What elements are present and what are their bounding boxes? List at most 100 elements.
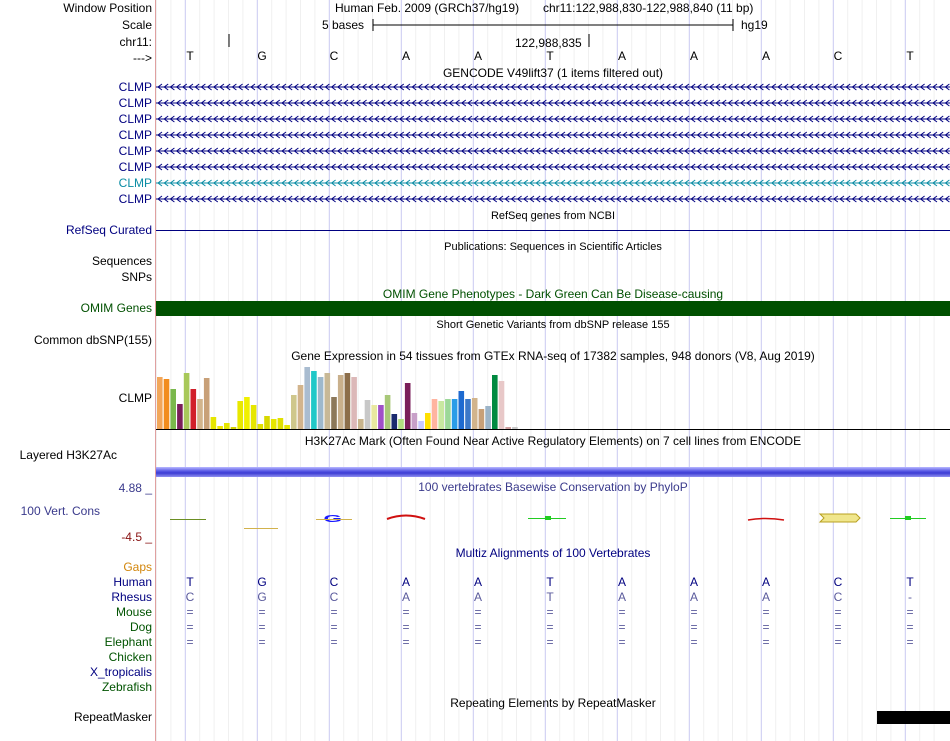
refseq-gene-line[interactable] — [156, 229, 950, 233]
gencode-transcript-line[interactable] — [156, 82, 950, 92]
strand-chevron — [436, 99, 442, 107]
strand-chevron — [405, 99, 411, 107]
refseq-curated-label[interactable]: RefSeq Curated — [65, 223, 152, 237]
common-dbsnp-label[interactable]: Common dbSNP(155) — [33, 333, 152, 347]
strand-chevron — [163, 147, 169, 155]
species-label[interactable]: Mouse — [115, 605, 152, 619]
cons-min-label: -4.5 _ — [121, 530, 152, 544]
strand-chevron — [219, 163, 225, 171]
gencode-transcript-line[interactable] — [156, 162, 950, 172]
strand-chevron — [715, 83, 721, 91]
strand-chevron — [206, 179, 212, 187]
strand-chevron — [721, 179, 727, 187]
species-label[interactable]: Rhesus — [111, 590, 152, 604]
strand-chevron — [417, 163, 423, 171]
strand-chevron — [498, 163, 504, 171]
strand-chevron — [448, 179, 454, 187]
gtex-title[interactable]: Gene Expression in 54 tissues from GTEx … — [291, 349, 815, 363]
repeatmasker-label[interactable]: RepeatMasker — [73, 710, 152, 724]
species-label[interactable]: Human — [113, 575, 152, 589]
gencode-transcript-label[interactable]: CLMP — [118, 128, 152, 142]
omim-gene-bar[interactable] — [156, 301, 950, 316]
species-label[interactable]: Chicken — [108, 650, 152, 664]
gtex-gene-label[interactable]: CLMP — [118, 391, 152, 405]
strand-chevron — [510, 131, 516, 139]
alignment-base: T — [546, 575, 554, 589]
gaps-label[interactable]: Gaps — [123, 560, 152, 574]
vert-cons-label[interactable]: 100 Vert. Cons — [20, 504, 100, 518]
strand-chevron — [801, 83, 808, 91]
conservation-plot[interactable]: G — [156, 498, 950, 538]
strand-chevron — [212, 179, 219, 187]
strand-chevron — [535, 147, 541, 155]
strand-chevron — [529, 131, 535, 139]
refseq-title[interactable]: RefSeq genes from NCBI — [490, 210, 616, 222]
strand-chevron — [318, 195, 324, 203]
species-label[interactable]: Elephant — [104, 635, 152, 649]
strand-chevron — [597, 83, 603, 91]
strand-chevron — [535, 179, 541, 187]
gencode-transcript-label[interactable]: CLMP — [118, 112, 152, 126]
strand-chevron — [715, 99, 721, 107]
gencode-transcript-line[interactable] — [156, 114, 950, 124]
strand-chevron — [876, 147, 882, 155]
gencode-transcript-label[interactable]: CLMP — [118, 192, 152, 206]
species-label[interactable]: Dog — [129, 620, 152, 634]
strand-chevron — [733, 83, 739, 91]
strand-chevron — [262, 147, 268, 155]
strand-arrow-label[interactable]: ---> — [133, 51, 152, 65]
strand-chevron — [312, 179, 318, 187]
strand-chevron — [863, 147, 870, 155]
strand-chevron — [504, 163, 510, 171]
gencode-transcript-label[interactable]: CLMP — [118, 96, 152, 110]
strand-chevron — [312, 131, 318, 139]
strand-chevron — [770, 147, 777, 155]
gencode-transcript-label[interactable]: CLMP — [118, 80, 152, 94]
strand-chevron — [572, 83, 578, 91]
gencode-transcript-line[interactable] — [156, 146, 950, 156]
gtex-expression-chart[interactable] — [156, 364, 950, 430]
multiz-title[interactable]: Multiz Alignments of 100 Vertebrates — [455, 546, 651, 560]
strand-chevron — [752, 163, 758, 171]
snps-label[interactable]: SNPs — [121, 270, 152, 284]
strand-chevron — [553, 115, 560, 123]
gencode-transcript-line[interactable] — [156, 194, 950, 204]
strand-chevron — [863, 163, 870, 171]
sequences-label[interactable]: Sequences — [91, 254, 152, 268]
layered-h3k27ac-label[interactable]: Layered H3K27Ac — [19, 448, 117, 462]
strand-chevron — [467, 147, 473, 155]
strand-chevron — [380, 179, 386, 187]
h3k27ac-title[interactable]: H3K27Ac Mark (Often Found Near Active Re… — [304, 434, 802, 448]
gencode-transcript-line[interactable] — [156, 178, 950, 188]
dbsnp-title[interactable]: Short Genetic Variants from dbSNP releas… — [436, 319, 670, 331]
gencode-transcript-line[interactable] — [156, 130, 950, 140]
conservation-title[interactable]: 100 vertebrates Basewise Conservation by… — [418, 480, 688, 494]
strand-chevron — [783, 131, 789, 139]
strand-chevron — [746, 195, 752, 203]
strand-chevron — [243, 195, 250, 203]
omim-genes-label[interactable]: OMIM Genes — [80, 301, 152, 315]
strand-chevron — [467, 131, 473, 139]
h3k27ac-signal[interactable] — [156, 467, 950, 477]
repeat-element-block[interactable] — [877, 711, 950, 724]
strand-chevron — [436, 147, 442, 155]
gencode-transcript-line[interactable] — [156, 98, 950, 108]
strand-chevron — [690, 147, 696, 155]
strand-chevron — [758, 99, 764, 107]
species-label[interactable]: Zebrafish — [101, 680, 152, 694]
gencode-transcript-label[interactable]: CLMP — [118, 176, 152, 190]
publications-title[interactable]: Publications: Sequences in Scientific Ar… — [444, 241, 662, 253]
strand-chevron — [814, 83, 820, 91]
repeatmasker-title[interactable]: Repeating Elements by RepeatMasker — [450, 696, 656, 710]
strand-chevron — [882, 147, 888, 155]
gencode-transcript-label[interactable]: CLMP — [118, 160, 152, 174]
gencode-transcript-label[interactable]: CLMP — [118, 144, 152, 158]
strand-chevron — [212, 83, 219, 91]
omim-title[interactable]: OMIM Gene Phenotypes - Dark Green Can Be… — [382, 287, 724, 301]
strand-chevron — [733, 115, 739, 123]
gencode-title[interactable]: GENCODE V49lift37 (1 items filtered out) — [442, 66, 664, 80]
base-letter: A — [473, 49, 482, 63]
strand-chevron — [188, 195, 194, 203]
species-label[interactable]: X_tropicalis — [89, 665, 152, 679]
